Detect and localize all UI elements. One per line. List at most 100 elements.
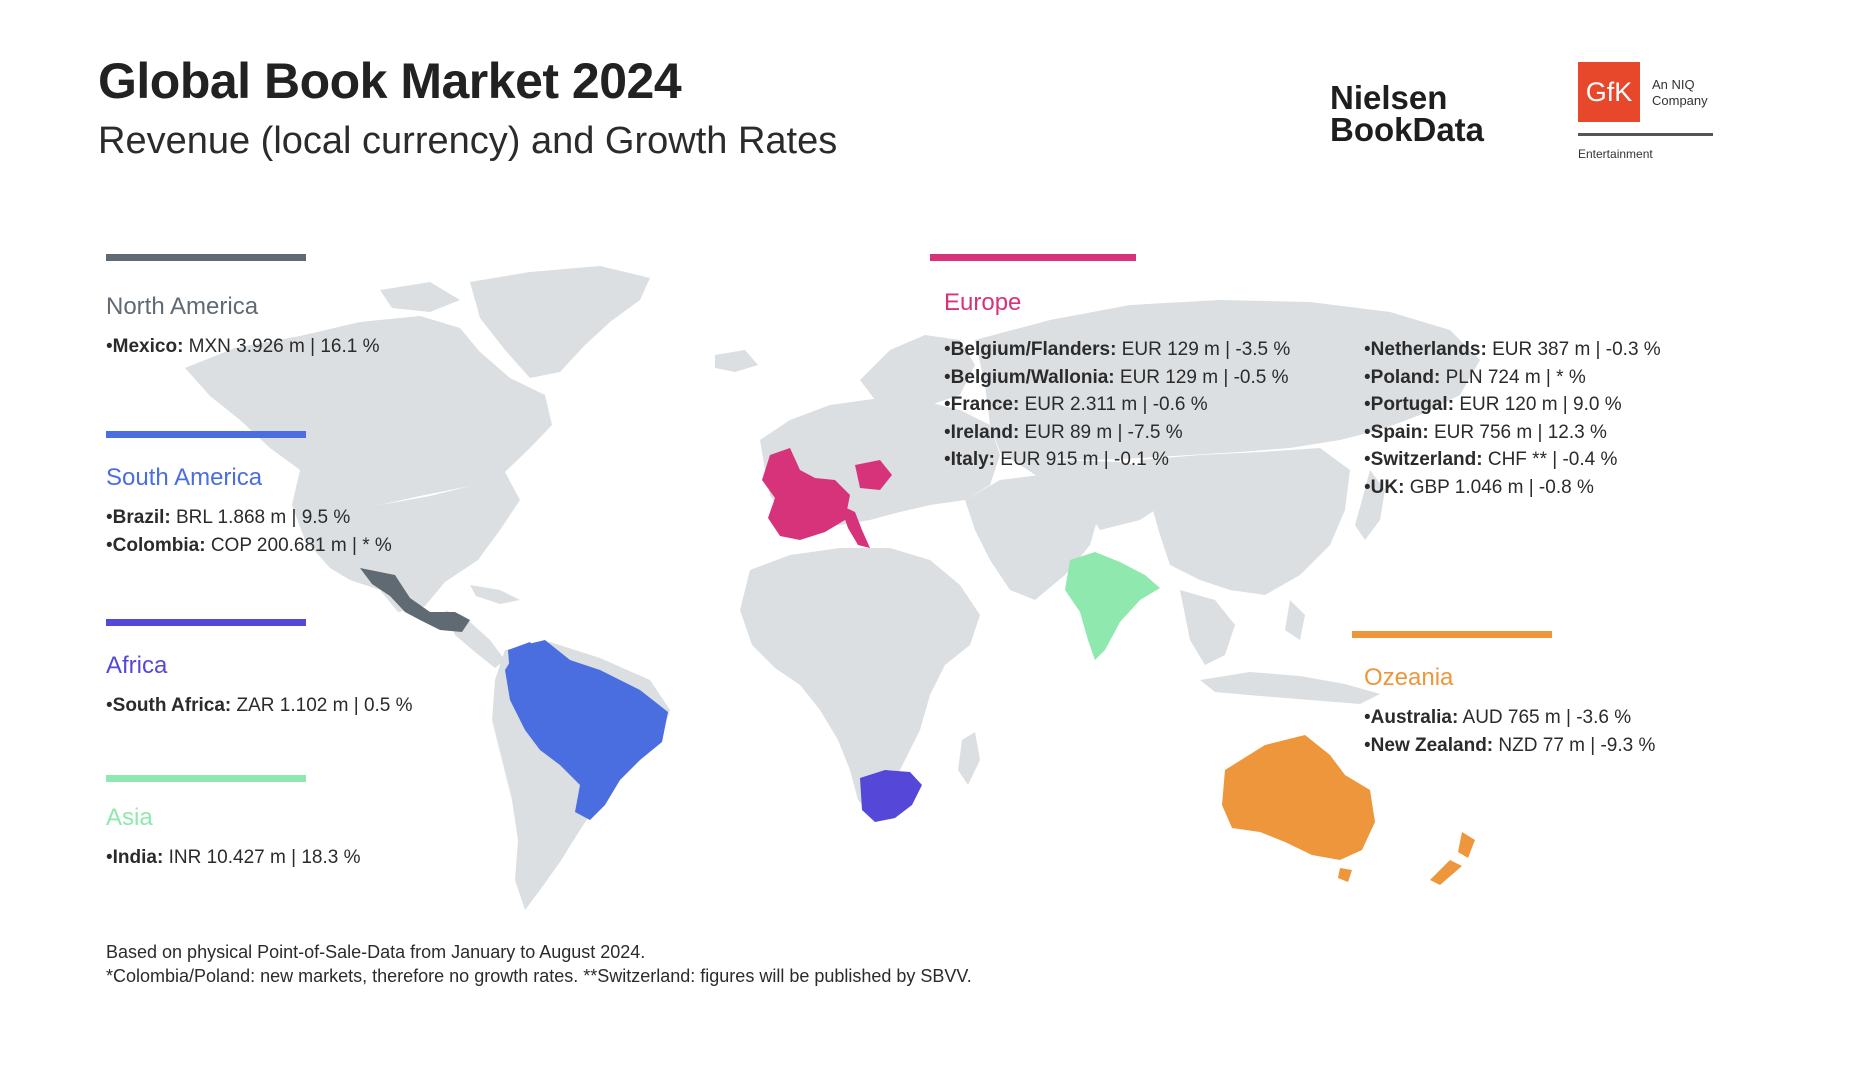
list-item: Belgium/Wallonia: EUR 129 m | -0.5 % xyxy=(944,364,1290,392)
land-southeast-asia xyxy=(1180,590,1235,665)
country-label: Poland: xyxy=(1370,366,1441,388)
country-label: Belgium/Flanders: xyxy=(950,339,1117,360)
gfk-tagline-line1: An NIQ xyxy=(1652,77,1695,92)
highlight-italy xyxy=(840,505,870,548)
oceania-list: Australia: AUD 765 m | -3.6 % New Zealan… xyxy=(1364,704,1656,760)
highlight-tasmania xyxy=(1338,868,1352,882)
list-item: South Africa: ZAR 1.102 m | 0.5 % xyxy=(106,692,413,720)
page-title: Global Book Market 2024 xyxy=(98,53,682,109)
north-america-list: Mexico: MXN 3.926 m | 16.1 % xyxy=(106,333,380,361)
highlight-colombia xyxy=(508,642,545,680)
country-value: COP 200.681 m | * % xyxy=(205,534,392,556)
gfk-tagline-line2: Company xyxy=(1652,93,1708,108)
south-america-list: Brazil: BRL 1.868 m | 9.5 % Colombia: CO… xyxy=(106,504,392,559)
land-greenland xyxy=(470,266,650,378)
list-item: Poland: PLN 724 m | * % xyxy=(1364,364,1661,392)
nielsen-bookdata-logo: Nielsen BookData xyxy=(1330,81,1485,148)
north-america-accent-bar xyxy=(106,254,306,261)
land-middle-east xyxy=(965,475,1100,600)
page-subtitle: Revenue (local currency) and Growth Rate… xyxy=(98,120,838,162)
country-label: Australia: xyxy=(1370,707,1459,728)
highlight-poland xyxy=(855,460,892,490)
africa-accent-bar xyxy=(106,619,306,626)
country-value: AUD 765 m | -3.6 % xyxy=(1458,707,1632,728)
country-label: Netherlands: xyxy=(1370,339,1487,360)
land-philippines xyxy=(1285,600,1305,640)
region-north-america: North America Mexico: MXN 3.926 m | 16.1… xyxy=(106,254,379,361)
highlight-mexico xyxy=(360,568,470,632)
list-item: UK: GBP 1.046 m | -0.8 % xyxy=(1364,474,1661,502)
country-value: MXN 3.926 m | 16.1 % xyxy=(183,336,380,357)
highlight-new-zealand-south xyxy=(1430,860,1462,885)
north-america-heading: North America xyxy=(106,293,259,320)
south-america-accent-bar xyxy=(106,431,306,438)
list-item: Belgium/Flanders: EUR 129 m | -3.5 % xyxy=(944,336,1291,364)
highlight-south-africa xyxy=(860,770,922,822)
gfk-divider xyxy=(1578,133,1713,136)
country-value: EUR 915 m | -0.1 % xyxy=(995,449,1169,470)
south-america-heading: South America xyxy=(106,464,263,491)
oceania-accent-bar xyxy=(1352,631,1552,638)
country-value: PLN 724 m | * % xyxy=(1440,366,1586,388)
land-africa xyxy=(740,548,980,815)
country-label: France: xyxy=(950,394,1020,415)
highlight-brazil xyxy=(505,640,668,820)
gfk-tagline: An NIQ Company xyxy=(1652,77,1708,109)
footnotes: Based on physical Point-of-Sale-Data fro… xyxy=(106,940,972,988)
europe-heading: Europe xyxy=(944,289,1022,316)
country-label: Ireland: xyxy=(950,421,1020,443)
country-label: Switzerland: xyxy=(1370,449,1483,470)
nielsen-logo-line2: BookData xyxy=(1330,111,1485,148)
country-value: BRL 1.868 m | 9.5 % xyxy=(170,507,351,528)
land-east-asia xyxy=(1140,448,1350,595)
list-item: Netherlands: EUR 387 m | -0.3 % xyxy=(1364,336,1661,364)
asia-accent-bar xyxy=(106,775,306,782)
land-iceland xyxy=(715,350,758,372)
gfk-logo: GfK xyxy=(1578,62,1640,122)
africa-list: South Africa: ZAR 1.102 m | 0.5 % xyxy=(106,692,413,720)
list-item: Portugal: EUR 120 m | 9.0 % xyxy=(1364,391,1661,419)
country-value: GBP 1.046 m | -0.8 % xyxy=(1404,476,1594,498)
oceania-heading: Ozeania xyxy=(1364,664,1454,691)
country-value: CHF ** | -0.4 % xyxy=(1482,449,1618,470)
region-oceania: Ozeania Australia: AUD 765 m | -3.6 % Ne… xyxy=(1352,631,1655,759)
list-item: Mexico: MXN 3.926 m | 16.1 % xyxy=(106,333,380,361)
country-value: NZD 77 m | -9.3 % xyxy=(1493,734,1656,756)
list-item: India: INR 10.427 m | 18.3 % xyxy=(106,844,361,872)
list-item: Switzerland: CHF ** | -0.4 % xyxy=(1364,446,1661,474)
list-item: New Zealand: NZD 77 m | -9.3 % xyxy=(1364,732,1656,760)
europe-list-col2: Netherlands: EUR 387 m | -0.3 % Poland: … xyxy=(1364,336,1661,501)
country-value: EUR 387 m | -0.3 % xyxy=(1486,339,1661,360)
footnote-line2: *Colombia/Poland: new markets, therefore… xyxy=(106,966,972,986)
list-item: Italy: EUR 915 m | -0.1 % xyxy=(944,446,1290,474)
country-label: Italy: xyxy=(950,449,996,470)
country-label: Belgium/Wallonia: xyxy=(950,366,1115,388)
country-value: ZAR 1.102 m | 0.5 % xyxy=(231,695,413,716)
country-value: EUR 89 m | -7.5 % xyxy=(1019,421,1183,443)
country-label: Colombia: xyxy=(112,534,206,556)
asia-heading: Asia xyxy=(106,804,153,831)
country-label: South Africa: xyxy=(112,695,232,716)
highlight-india xyxy=(1065,552,1160,660)
land-north-america-north xyxy=(185,316,552,505)
footnote-line1: Based on physical Point-of-Sale-Data fro… xyxy=(106,942,646,962)
highlight-australia xyxy=(1222,735,1375,860)
list-item: Colombia: COP 200.681 m | * % xyxy=(106,532,392,560)
land-madagascar xyxy=(958,732,980,785)
europe-accent-bar xyxy=(930,254,1136,261)
highlight-western-europe xyxy=(762,448,850,540)
africa-heading: Africa xyxy=(106,652,168,679)
list-item: Ireland: EUR 89 m | -7.5 % xyxy=(944,419,1290,447)
country-value: INR 10.427 m | 18.3 % xyxy=(163,847,361,868)
country-label: New Zealand: xyxy=(1370,734,1494,756)
country-label: India: xyxy=(112,847,164,868)
list-item: France: EUR 2.311 m | -0.6 % xyxy=(944,391,1290,419)
country-value: EUR 756 m | 12.3 % xyxy=(1428,421,1607,443)
region-asia: Asia India: INR 10.427 m | 18.3 % xyxy=(106,775,360,872)
region-south-america: South America Brazil: BRL 1.868 m | 9.5 … xyxy=(106,431,392,559)
region-africa: Africa South Africa: ZAR 1.102 m | 0.5 % xyxy=(106,619,413,720)
list-item: Australia: AUD 765 m | -3.6 % xyxy=(1364,704,1655,732)
europe-list-col1: Belgium/Flanders: EUR 129 m | -3.5 % Bel… xyxy=(944,336,1291,474)
asia-list: India: INR 10.427 m | 18.3 % xyxy=(106,844,361,872)
region-europe: Europe xyxy=(930,254,1136,317)
